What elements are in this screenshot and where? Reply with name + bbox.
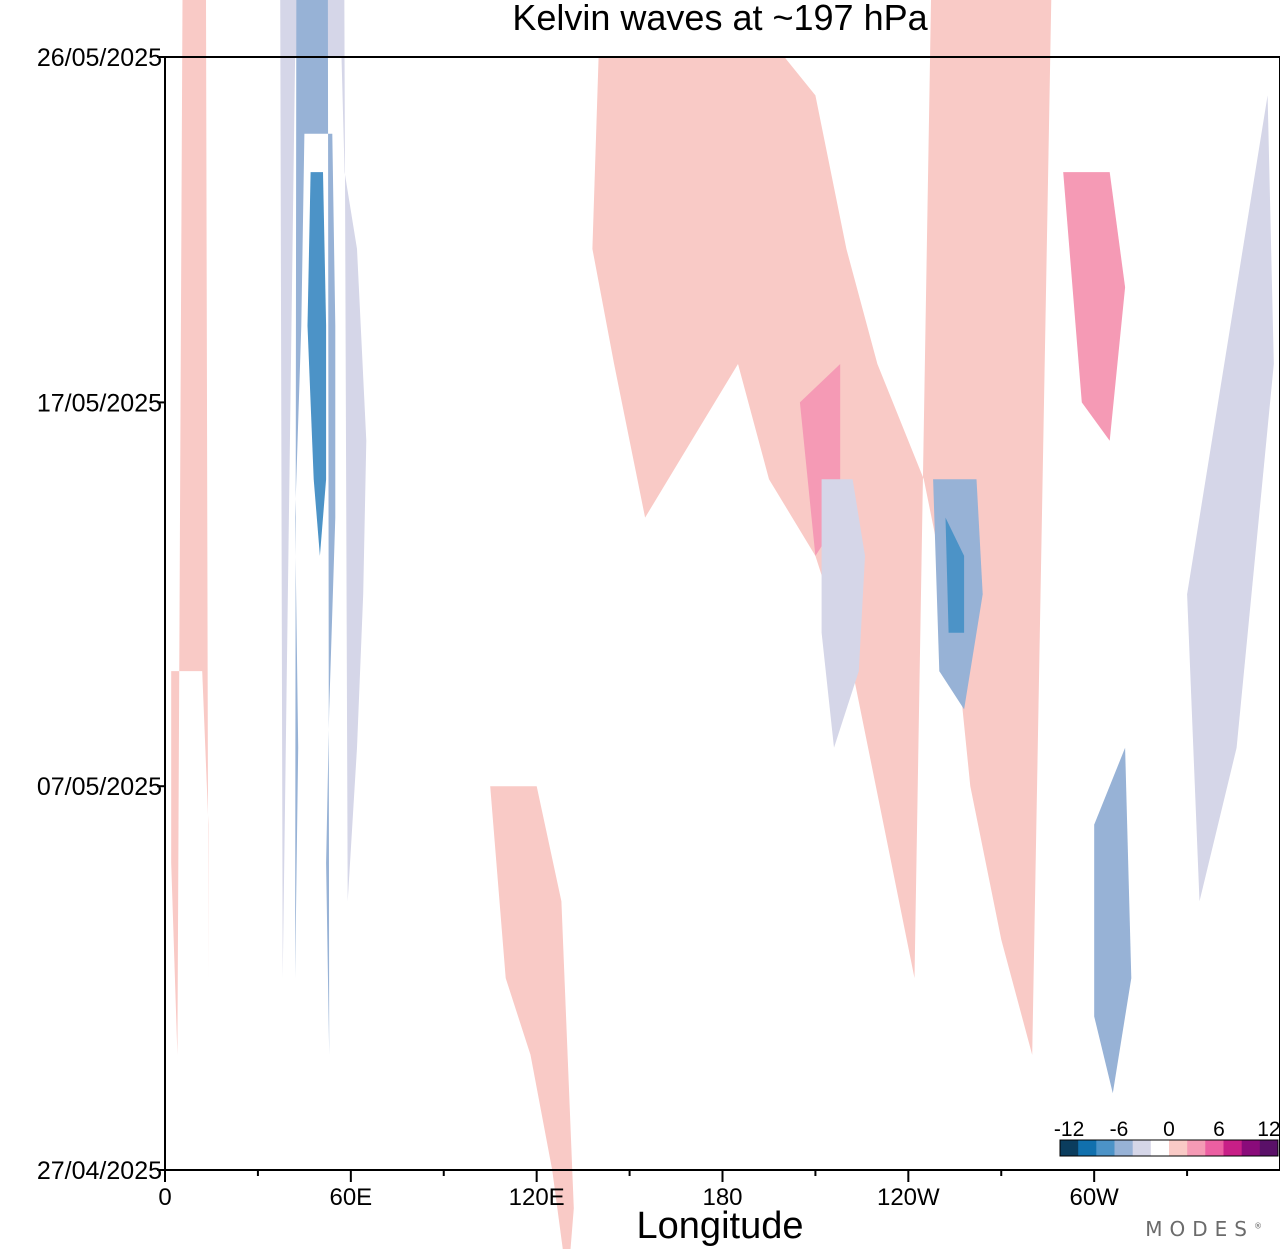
y-tick-label: 26/05/2025 bbox=[37, 44, 162, 72]
contour-regions bbox=[171, 0, 1274, 1249]
contour-region-1 bbox=[295, 0, 336, 1055]
chart-title: Kelvin waves at ~197 hPa bbox=[512, 0, 928, 38]
x-tick-label: 60E bbox=[329, 1184, 372, 1211]
colorbar-swatch bbox=[1132, 1140, 1152, 1156]
colorbar-swatch bbox=[1169, 1140, 1188, 1156]
contour-region-14 bbox=[1094, 747, 1132, 1094]
colorbar-label: 12 bbox=[1257, 1118, 1280, 1141]
colorbar-label: -12 bbox=[1054, 1118, 1084, 1141]
contour-region-3 bbox=[592, 0, 1052, 1055]
brand-logo: MODES® bbox=[1145, 1217, 1262, 1241]
y-tick-label: 17/05/2025 bbox=[37, 389, 162, 417]
colorbar-frame bbox=[1059, 1139, 1279, 1157]
colorbar-swatch bbox=[1078, 1140, 1097, 1156]
contour-region-8 bbox=[1063, 172, 1126, 441]
colorbar-swatch bbox=[1205, 1140, 1224, 1156]
contour-region-0 bbox=[280, 0, 367, 979]
x-tick-label: 120W bbox=[877, 1184, 940, 1211]
brand-mark: ® bbox=[1254, 1221, 1262, 1231]
colorbar-swatch bbox=[1259, 1140, 1279, 1156]
colorbar-swatch bbox=[1223, 1140, 1243, 1156]
x-axis-label: Longitude bbox=[637, 1205, 804, 1247]
contour-region-4 bbox=[171, 0, 209, 1055]
x-tick-label: 0 bbox=[158, 1184, 171, 1211]
colorbar-legend: -12 -6 0 6 12 bbox=[1054, 1118, 1280, 1157]
contour-region-12 bbox=[945, 517, 965, 633]
x-tick-label: 60W bbox=[1069, 1184, 1119, 1211]
colorbar-swatch bbox=[1096, 1140, 1115, 1156]
x-tick-label: 180 bbox=[702, 1184, 742, 1211]
colorbar-label: 6 bbox=[1213, 1118, 1225, 1141]
colorbar-swatch bbox=[1150, 1140, 1170, 1156]
y-tick-label: 07/05/2025 bbox=[37, 773, 162, 801]
x-tick-label: 120E bbox=[509, 1184, 565, 1211]
brand-name: MODES bbox=[1145, 1217, 1254, 1241]
colorbar-swatch bbox=[1241, 1140, 1261, 1156]
colorbar-label: 0 bbox=[1163, 1118, 1175, 1141]
contour-region-15 bbox=[1187, 95, 1274, 902]
colorbar-swatch bbox=[1114, 1140, 1134, 1156]
contour-region-2 bbox=[307, 172, 327, 556]
y-axis: 27/04/2025 07/05/2025 17/05/2025 26/05/2025 bbox=[37, 44, 165, 1185]
contour-region-10 bbox=[821, 479, 865, 748]
y-tick-label: 27/04/2025 bbox=[37, 1157, 162, 1185]
colorbar-swatch bbox=[1187, 1140, 1206, 1156]
colorbar-label: -6 bbox=[1110, 1118, 1129, 1141]
colorbar-swatch bbox=[1060, 1140, 1079, 1156]
contour-region-6 bbox=[490, 786, 574, 1249]
x-axis: 0 60E 120E 180 120W 60W bbox=[158, 1170, 1189, 1211]
